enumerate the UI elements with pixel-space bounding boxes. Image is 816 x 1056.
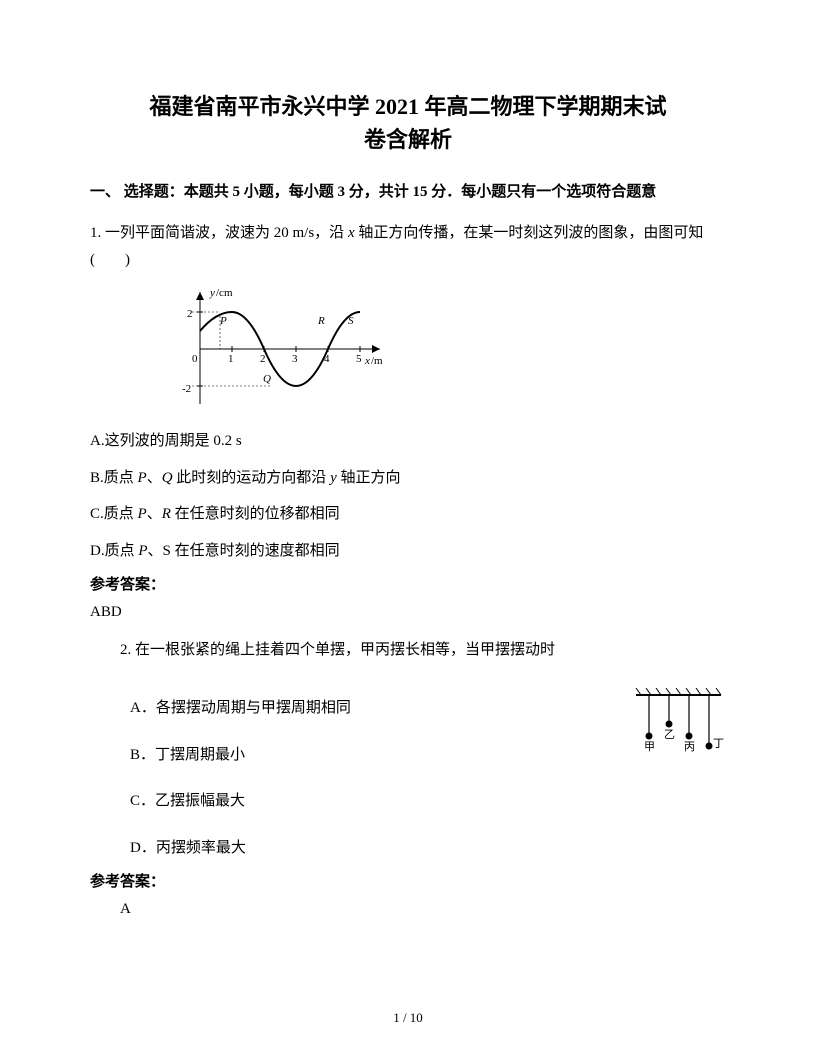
svg-text:/m: /m [371,355,383,367]
svg-text:甲: 甲 [644,741,655,753]
pendulum-diagram: 甲 乙 丙 丁 [631,685,726,765]
question-2-container: 2. 在一根张紧的绳上挂着四个单摆，甲丙摆长相等，当甲摆摆动时 甲 乙 丙 [90,637,726,862]
q1-text-1: 1. 一列平面简谐波，波速为 20 m/s，沿 [90,225,348,241]
svg-text:R: R [317,315,325,327]
svg-text:0: 0 [192,353,198,365]
svg-text:/cm: /cm [216,287,233,299]
svg-text:1: 1 [228,353,234,365]
question-2: 2. 在一根张紧的绳上挂着四个单摆，甲丙摆长相等，当甲摆摆动时 [120,637,726,664]
svg-text:2: 2 [260,353,266,365]
q1-option-a: A.这列波的周期是 0.2 s [90,427,726,456]
q1-answer-label: 参考答案： [90,573,726,594]
q1-option-b: B.质点 P、Q 此时刻的运动方向都沿 y 轴正方向 [90,464,726,493]
page-number: 1 / 10 [0,1010,816,1026]
q1-answer: ABD [90,604,726,621]
q2-answer-label: 参考答案： [90,870,726,891]
svg-text:-2: -2 [182,383,191,395]
svg-text:2: 2 [187,308,193,320]
q1-italic-x: x [348,225,355,241]
svg-text:S: S [348,315,354,327]
svg-text:丁: 丁 [713,738,724,750]
title-line1: 福建省南平市永兴中学 2021 年高二物理下学期期末试 [149,94,666,119]
question-1: 1. 一列平面简谐波，波速为 20 m/s，沿 x 轴正方向传播，在某一时刻这列… [90,220,726,274]
svg-text:3: 3 [292,353,298,365]
exam-title: 福建省南平市永兴中学 2021 年高二物理下学期期末试 卷含解析 [90,90,726,156]
wave-graph: y /cm x /m 2 -2 0 1 2 3 4 5 P Q R S [170,284,726,419]
svg-text:乙: 乙 [664,728,675,741]
svg-text:丙: 丙 [684,741,695,753]
svg-text:Q: Q [263,373,271,385]
svg-text:P: P [219,315,227,327]
svg-text:y: y [209,287,215,299]
section-header: 一、 选择题：本题共 5 小题，每小题 3 分，共计 15 分．每小题只有一个选… [90,180,726,204]
q1-option-d: D.质点 P、S 在任意时刻的速度都相同 [90,537,726,566]
q2-option-d: D．丙摆频率最大 [130,834,726,863]
q1-option-c: C.质点 P、R 在任意时刻的位移都相同 [90,500,726,529]
svg-text:x: x [364,355,370,367]
title-line2: 卷含解析 [364,127,452,152]
q2-answer: A [120,901,726,918]
svg-text:5: 5 [356,353,362,365]
q2-option-c: C．乙摆振幅最大 [130,787,726,816]
